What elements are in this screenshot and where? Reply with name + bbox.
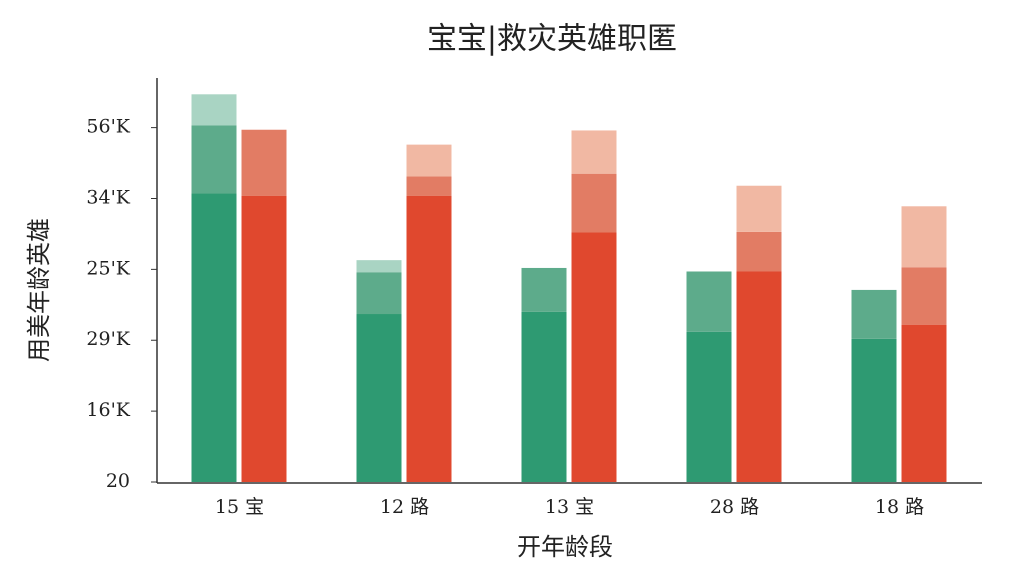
bar-segment xyxy=(356,272,402,315)
bar-segment xyxy=(191,125,237,194)
bar-segment xyxy=(901,267,947,325)
bar-segment xyxy=(736,231,782,272)
bar-segment xyxy=(521,267,567,312)
y-tick-label: 29'K xyxy=(86,328,130,350)
bar-segment xyxy=(736,271,782,482)
bar-segment xyxy=(901,206,947,268)
bar-segment xyxy=(406,176,452,196)
x-tick-label: 18 路 xyxy=(875,496,924,518)
chart-title: 宝宝|救灾英雄职匿 xyxy=(427,22,677,57)
bar-segment xyxy=(406,144,452,177)
x-axis-label: 开年龄段 xyxy=(517,533,613,561)
bar-segment xyxy=(686,331,732,482)
bar-segment xyxy=(736,185,782,232)
y-tick-label: 34'K xyxy=(86,186,130,208)
bar-segment xyxy=(406,195,452,483)
bar-segment xyxy=(356,260,402,273)
y-tick-label: 20 xyxy=(106,470,130,492)
bar-segment xyxy=(356,314,402,482)
x-tick-label: 12 路 xyxy=(380,496,429,518)
y-tick-label: 25'K xyxy=(86,257,130,279)
bar-segment xyxy=(191,94,237,126)
y-tick-label: 56'K xyxy=(86,116,130,138)
bar-segment xyxy=(241,195,287,483)
x-tick-label: 13 宝 xyxy=(545,496,594,518)
bar-segment xyxy=(686,271,732,332)
bar-segment xyxy=(571,173,617,233)
bar-segment xyxy=(571,232,617,482)
bar-segment xyxy=(191,193,237,482)
x-tick-label: 28 路 xyxy=(710,496,759,518)
y-axis-label: 用美年龄英雄 xyxy=(25,218,53,362)
bar-segment xyxy=(851,338,897,482)
bar-segment xyxy=(521,311,567,482)
bar-segment xyxy=(571,130,617,174)
x-tick-label: 15 宝 xyxy=(215,496,264,518)
bar-segment xyxy=(851,289,897,339)
y-tick-label: 16'K xyxy=(86,399,130,421)
bar-segment xyxy=(901,324,947,482)
bar-segment xyxy=(241,129,287,196)
